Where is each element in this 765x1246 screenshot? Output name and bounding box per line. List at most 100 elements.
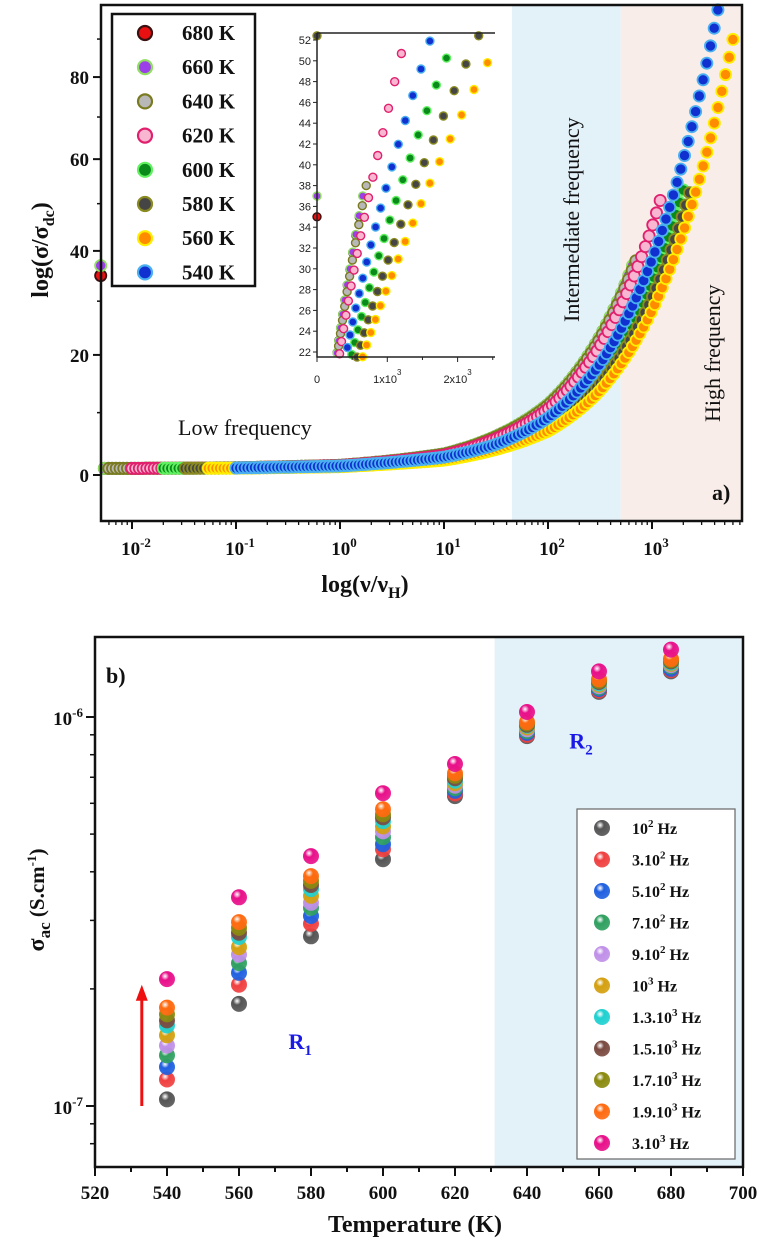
legend: 102 Hz 3.102 Hz 5.102 Hz 7.102 Hz 9.102 Hz 10… — [576, 808, 736, 1160]
inset-data-point — [363, 192, 374, 203]
data-point — [704, 131, 718, 145]
inset-data-point — [400, 115, 410, 126]
legend-marker — [136, 93, 154, 110]
inset-y-tick-label: 46 — [299, 97, 311, 109]
legend-label: 1.7.103 Hz — [632, 1070, 701, 1090]
data-point — [375, 801, 391, 818]
y-tick-label: 60 — [70, 150, 89, 171]
series-markers — [94, 3, 740, 475]
legend-label: 580 K — [182, 192, 236, 216]
data-point — [722, 50, 736, 64]
y-axis-title: log(σ/σdc) — [28, 202, 58, 297]
inset-x-tick-label: 0 — [314, 374, 320, 386]
inset-data-point — [350, 238, 361, 248]
inset-data-point — [375, 203, 386, 213]
x-axis-title: Temperature (K) — [328, 1212, 502, 1238]
legend-item: 1.3.103 Hz — [594, 1007, 701, 1027]
data-point — [666, 188, 680, 202]
x-tick-label: 680 — [657, 1183, 686, 1204]
data-point — [159, 999, 175, 1016]
x-tick-label: 620 — [441, 1183, 470, 1204]
legend-item: 7.102 Hz — [594, 913, 689, 933]
x-tick-label: 10-1 — [225, 535, 255, 560]
legend-marker — [136, 59, 154, 76]
data-point — [689, 185, 703, 199]
legend-label: 3.102 Hz — [632, 850, 689, 870]
inset-data-point — [344, 271, 355, 281]
data-point — [653, 193, 667, 207]
data-point — [663, 641, 679, 658]
legend-marker — [594, 977, 610, 994]
inset-data-point — [461, 59, 471, 69]
region-label-high: High frequency — [700, 285, 725, 422]
x-tick-label: 580 — [297, 1183, 326, 1204]
legend-marker — [136, 127, 154, 144]
inset-data-point — [431, 80, 441, 90]
x-tick-label: 600 — [369, 1183, 398, 1204]
inset-y-tick-label: 26 — [299, 305, 311, 317]
legend-marker — [594, 1072, 610, 1088]
data-point — [700, 56, 714, 70]
inset-data-point — [383, 103, 394, 114]
data-point — [726, 32, 740, 46]
inset-data-point — [411, 179, 421, 190]
y-tick-label: 10-6 — [53, 705, 83, 730]
legend-label: 640 K — [182, 89, 236, 113]
data-point — [670, 242, 684, 256]
inset-data-point — [345, 330, 355, 340]
legend-marker — [594, 946, 610, 962]
inset-data-point — [351, 303, 361, 313]
inset-y-tick-label: 22 — [299, 347, 311, 359]
legend-label: 560 K — [182, 226, 236, 250]
legend: 680 K 660 K 640 K 620 K 600 K 580 K 560 K 540 K — [110, 12, 257, 288]
inset-data-point — [449, 85, 459, 96]
x-tick-label: 640 — [513, 1183, 542, 1204]
legend-marker — [594, 914, 610, 931]
inset-data-point — [413, 130, 423, 140]
legend-label: 1.5.103 Hz — [632, 1039, 701, 1059]
inset-data-point — [366, 240, 376, 250]
inset-data-point — [408, 218, 418, 228]
data-point — [678, 148, 692, 162]
inset-data-point — [387, 162, 397, 172]
data-point — [696, 159, 710, 173]
legend-label: 540 K — [182, 260, 236, 284]
inset-data-point — [393, 254, 403, 264]
data-point — [659, 212, 673, 226]
legend-marker — [136, 161, 154, 178]
inset-data-point — [385, 215, 395, 225]
legend-item: 580 K — [136, 192, 236, 216]
data-point — [700, 145, 714, 159]
y-tick-label: 80 — [70, 68, 89, 89]
inset-data-point — [408, 90, 418, 101]
legend-label: 1.9.103 Hz — [632, 1102, 701, 1122]
series-3-103 — [159, 641, 679, 988]
inset-data-point — [425, 178, 435, 188]
inset-data-point — [391, 195, 401, 206]
legend-marker — [594, 883, 610, 899]
inset-y-tick-label: 34 — [299, 222, 311, 234]
panel-label: b) — [106, 663, 126, 688]
legend-label: 102 Hz — [632, 818, 677, 838]
y-tick-label: 20 — [70, 346, 89, 367]
inset-x-tick-label: 1x103 — [373, 368, 402, 386]
data-point — [681, 209, 695, 223]
data-point — [674, 232, 688, 246]
legend-item: 3.102 Hz — [594, 850, 689, 870]
inset-data-point — [346, 281, 356, 291]
inset-data-point — [482, 58, 493, 68]
data-point — [231, 889, 247, 906]
legend-item: 9.102 Hz — [594, 944, 689, 964]
legend-label: 600 K — [182, 158, 236, 182]
inset-data-point — [396, 48, 407, 59]
legend-marker — [594, 851, 610, 868]
inset-y-tick-label: 32 — [299, 243, 311, 255]
legend-item: 1.9.103 Hz — [594, 1102, 701, 1122]
inset-data-point — [469, 84, 479, 95]
inset-data-point — [438, 111, 449, 121]
inset-data-point — [400, 236, 410, 247]
data-point — [689, 105, 703, 119]
inset-data-point — [348, 317, 358, 327]
data-point — [696, 73, 710, 87]
